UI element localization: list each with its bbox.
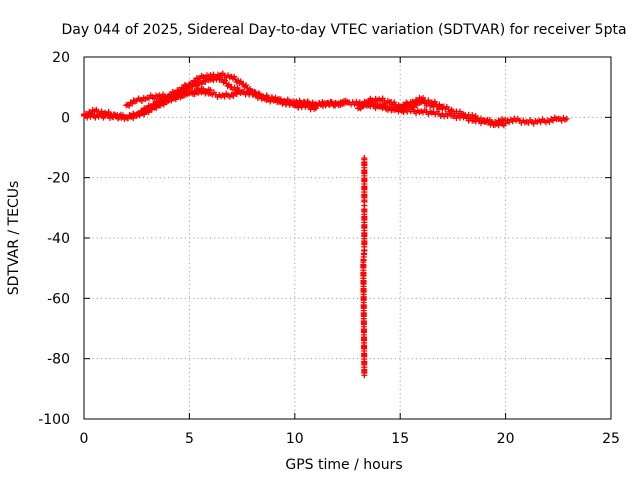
- x-tick-label: 0: [80, 431, 89, 447]
- y-tick-label: -100: [38, 412, 70, 428]
- x-tick-label: 5: [185, 431, 194, 447]
- data-point: [439, 105, 446, 112]
- data-point-interp: [138, 98, 145, 105]
- y-tick-label: 20: [52, 50, 70, 66]
- series-arc-f: [355, 97, 446, 115]
- data-point-interp: [156, 102, 163, 109]
- data-point-interp: [233, 91, 240, 98]
- data-point: [344, 99, 351, 106]
- data-point-interp: [231, 73, 238, 80]
- data-point-interp: [193, 82, 200, 89]
- data-point: [361, 372, 368, 379]
- data-point-interp: [398, 108, 405, 115]
- data-point: [312, 105, 319, 112]
- data-point-interp: [202, 79, 209, 86]
- data-point-interp: [213, 74, 220, 81]
- data-point: [563, 115, 570, 122]
- y-tick-label: -80: [47, 352, 70, 368]
- x-axis-label: GPS time / hours: [285, 457, 402, 473]
- series-arc-c: [133, 85, 319, 118]
- x-tick-label: 25: [602, 431, 620, 447]
- data-point-interp: [189, 83, 196, 90]
- data-point-interp: [221, 77, 228, 84]
- data-point-interp: [139, 109, 146, 116]
- data-point-interp: [126, 102, 133, 109]
- ticks: [83, 56, 612, 420]
- x-tick-labels: 0 5 10 15 20 25: [80, 431, 620, 447]
- data-point-interp: [160, 101, 167, 108]
- data-point-interp: [136, 111, 143, 118]
- x-tick-label: 10: [286, 431, 304, 447]
- data-point-interp: [210, 77, 217, 84]
- data-point-interp: [410, 104, 417, 111]
- data-point-interp: [129, 100, 136, 107]
- data-point-interp: [413, 102, 420, 109]
- data-point-interp: [230, 93, 237, 100]
- x-tick-label: 15: [391, 431, 409, 447]
- y-tick-label: -20: [47, 171, 70, 187]
- chart-title: Day 044 of 2025, Sidereal Day-to-day VTE…: [61, 22, 626, 38]
- plot-frame: [83, 56, 612, 420]
- data-point-interp: [148, 106, 155, 113]
- series-arc-d: [123, 86, 214, 109]
- data-point-interp: [402, 106, 409, 113]
- grid: [84, 57, 611, 419]
- y-tick-label: 0: [61, 110, 70, 126]
- data-points: [81, 70, 570, 379]
- data-point: [207, 87, 214, 94]
- y-tick-labels: 20 0 -20 -40 -60 -80 -100: [38, 50, 70, 428]
- x-tick-label: 20: [497, 431, 515, 447]
- y-axis-label: SDTVAR / TECUs: [6, 181, 22, 296]
- series-outliers: [360, 155, 368, 379]
- data-point: [502, 120, 509, 127]
- data-point-interp: [151, 104, 158, 111]
- y-tick-label: -60: [47, 291, 70, 307]
- data-point-interp: [243, 82, 250, 89]
- y-tick-label: -40: [47, 231, 70, 247]
